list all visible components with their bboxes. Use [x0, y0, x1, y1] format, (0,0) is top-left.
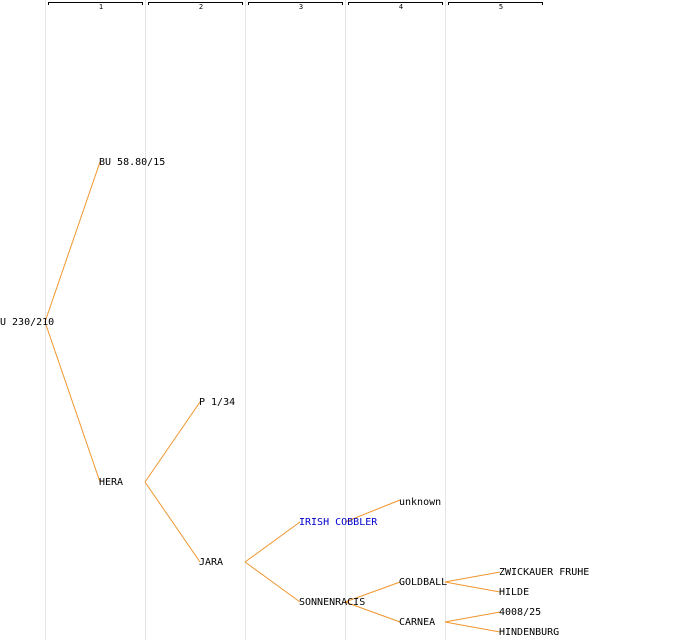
column-bracket	[448, 2, 543, 5]
node-label: HINDENBURG	[499, 627, 559, 638]
edge	[144, 401, 201, 563]
node-label: ZWICKAUER FRUHE	[499, 567, 589, 578]
node-label: SONNENRACIS	[299, 597, 365, 608]
node-label: BU 58.80/15	[99, 157, 165, 168]
edge	[444, 611, 501, 633]
column-label: 1	[99, 3, 103, 11]
node-link[interactable]: IRISH COBBLER	[299, 517, 378, 528]
node-label: U 230/210	[0, 317, 54, 328]
column-label: 3	[299, 3, 303, 11]
node-label: unknown	[399, 497, 441, 508]
nodes: U 230/210 BU 58.80/15 HERA P 1/34 JARA I…	[0, 157, 589, 638]
node-label: GOLDBALL	[399, 577, 447, 588]
column-label: 5	[499, 3, 503, 11]
column-bracket	[148, 2, 243, 5]
node-label: 4008/25	[499, 607, 541, 618]
node-label: P 1/34	[199, 397, 235, 408]
column-separators	[45, 0, 446, 640]
edge	[44, 161, 101, 483]
node-label: HILDE	[499, 587, 529, 598]
column-label: 2	[199, 3, 203, 11]
column-label: 4	[399, 3, 403, 11]
node-label: CARNEA	[399, 617, 435, 628]
edge	[344, 499, 401, 523]
column-bracket	[248, 2, 343, 5]
node-label: HERA	[99, 477, 123, 488]
column-bracket	[348, 2, 443, 5]
column-bracket	[48, 2, 143, 5]
edges	[44, 161, 501, 633]
column-headers: 1 2 3 4 5	[48, 2, 543, 11]
edge	[444, 571, 501, 593]
edge	[244, 521, 301, 603]
node-label: JARA	[199, 557, 223, 568]
edge	[344, 581, 401, 623]
